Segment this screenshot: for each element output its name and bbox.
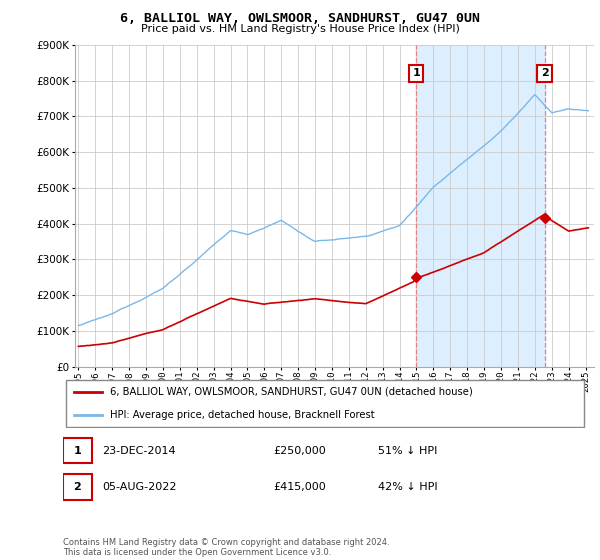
Text: 1: 1	[412, 68, 420, 78]
Text: £415,000: £415,000	[273, 482, 326, 492]
Bar	[416, 45, 545, 367]
Text: HPI: Average price, detached house, Bracknell Forest: HPI: Average price, detached house, Brac…	[110, 410, 375, 420]
Text: Contains HM Land Registry data © Crown copyright and database right 2024.
This d: Contains HM Land Registry data © Crown c…	[63, 538, 389, 557]
FancyBboxPatch shape	[65, 380, 584, 427]
Text: 1: 1	[74, 446, 82, 456]
Text: 2: 2	[74, 482, 82, 492]
Text: 51% ↓ HPI: 51% ↓ HPI	[378, 446, 437, 456]
Text: 6, BALLIOL WAY, OWLSMOOR, SANDHURST, GU47 0UN (detached house): 6, BALLIOL WAY, OWLSMOOR, SANDHURST, GU4…	[110, 386, 473, 396]
Text: Price paid vs. HM Land Registry's House Price Index (HPI): Price paid vs. HM Land Registry's House …	[140, 24, 460, 34]
Text: 6, BALLIOL WAY, OWLSMOOR, SANDHURST, GU47 0UN: 6, BALLIOL WAY, OWLSMOOR, SANDHURST, GU4…	[120, 12, 480, 25]
Text: 05-AUG-2022: 05-AUG-2022	[103, 482, 177, 492]
Text: 42% ↓ HPI: 42% ↓ HPI	[378, 482, 437, 492]
Text: 2: 2	[541, 68, 548, 78]
FancyBboxPatch shape	[63, 474, 92, 500]
Text: £250,000: £250,000	[273, 446, 326, 456]
Text: 23-DEC-2014: 23-DEC-2014	[103, 446, 176, 456]
FancyBboxPatch shape	[63, 438, 92, 464]
